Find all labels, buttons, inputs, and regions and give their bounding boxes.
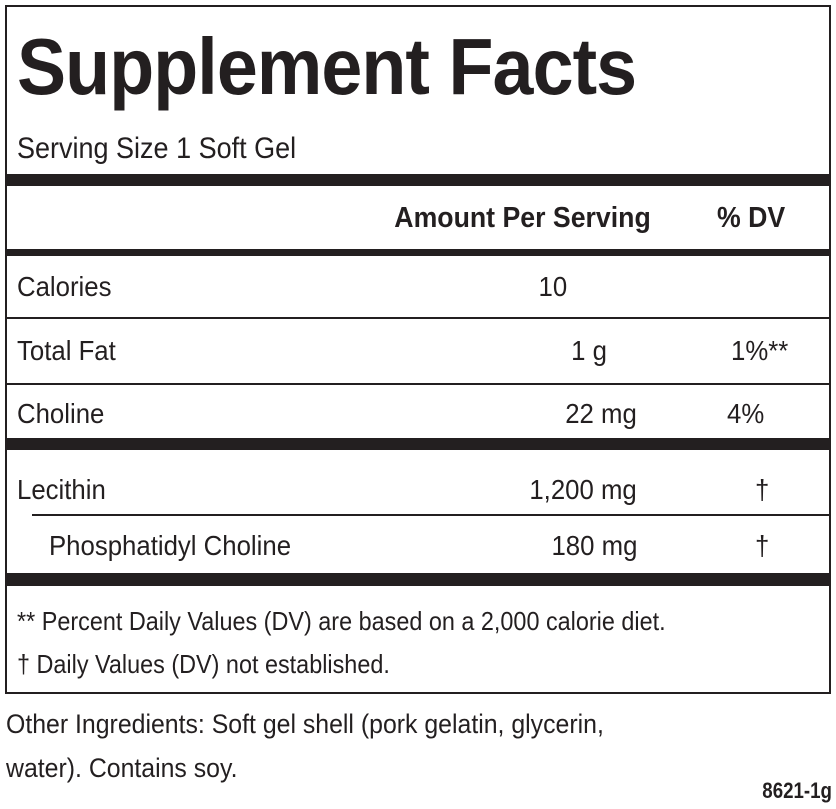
other-ingredients-line-1: Other Ingredients: Soft gel shell (pork … [6,709,604,739]
nutrient-row-total-fat: Total Fat 1 g 1%** [7,319,829,383]
nutrient-row-calories: Calories 10 [7,256,829,317]
footnote-percent-dv: ** Percent Daily Values (DV) are based o… [17,606,666,636]
thick-divider-middle [7,438,829,450]
thin-divider [7,383,829,385]
footnote-dv-not-established: † Daily Values (DV) not established. [17,649,390,679]
product-code: 8621-1g [762,778,832,803]
nutrient-amount: 22 mg [565,398,637,429]
nutrient-dv: 4% [727,398,765,429]
panel-title: Supplement Facts [17,22,637,111]
thick-divider-bottom [7,573,829,586]
thick-divider-top [7,174,829,186]
serving-size: Serving Size 1 Soft Gel [17,132,297,165]
ingredient-name: Phosphatidyl Choline [49,530,292,561]
daily-value-header: % DV [717,202,786,234]
nutrient-row-choline: Choline 22 mg 4% [7,385,829,438]
amount-per-serving-header: Amount Per Serving [394,202,651,234]
ingredient-amount: 1,200 mg [529,474,637,505]
thin-divider [7,317,829,319]
ingredient-row-phosphatidyl-choline: Phosphatidyl Choline 180 mg † [7,516,829,573]
thick-divider-header [7,249,829,256]
ingredient-row-lecithin: Lecithin 1,200 mg † [7,450,829,514]
nutrient-name: Total Fat [17,335,116,366]
column-header-row: Amount Per Serving % DV [7,186,829,249]
nutrient-name: Choline [17,398,105,429]
nutrient-dv: 1%** [731,335,789,366]
supplement-facts-panel: Supplement Facts Serving Size 1 Soft Gel… [5,5,831,694]
nutrient-amount: 10 [538,271,567,302]
nutrient-name: Calories [17,271,112,302]
ingredient-name: Lecithin [17,474,106,505]
ingredient-amount: 180 mg [551,530,637,561]
thin-divider-indented [32,514,829,516]
other-ingredients-line-2: water). Contains soy. [6,753,238,783]
nutrient-amount: 1 g [571,335,607,366]
dagger-icon: † [755,530,770,561]
dagger-icon: † [755,474,770,505]
